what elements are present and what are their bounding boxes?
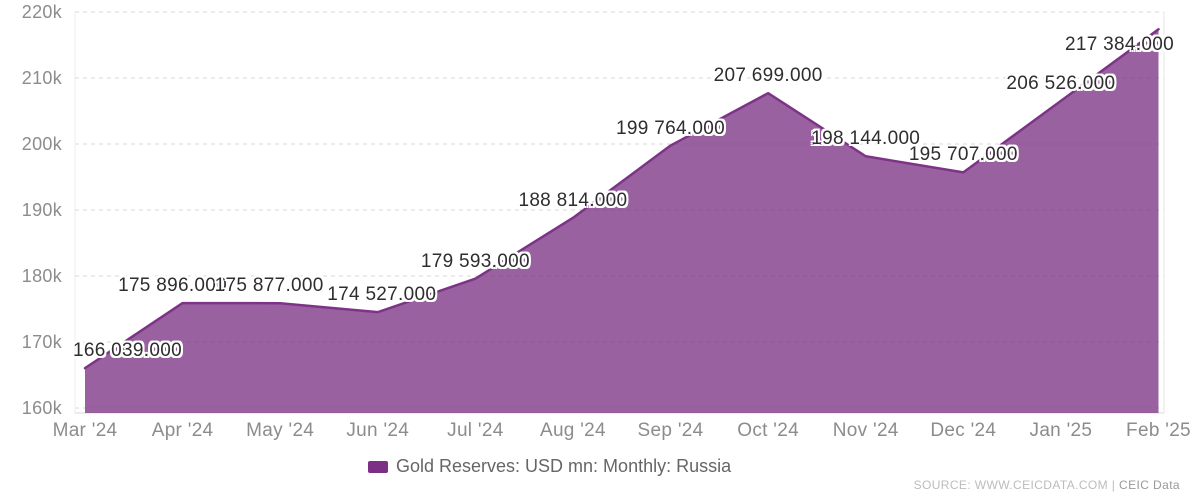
area-series-line [83,28,1160,370]
source-attribution: SOURCE: WWW.CEICDATA.COM | CEIC Data [914,478,1180,492]
legend-item[interactable]: Gold Reserves: USD mn: Monthly: Russia [368,456,731,477]
area-series-fill[interactable] [85,29,1159,414]
source-prefix: SOURCE: WWW.CEICDATA.COM | [913,478,1120,492]
legend-series-marker-icon [368,460,388,473]
source-provider: CEIC Data [1119,478,1180,492]
legend-series-label: Gold Reserves: USD mn: Monthly: Russia [396,456,732,476]
